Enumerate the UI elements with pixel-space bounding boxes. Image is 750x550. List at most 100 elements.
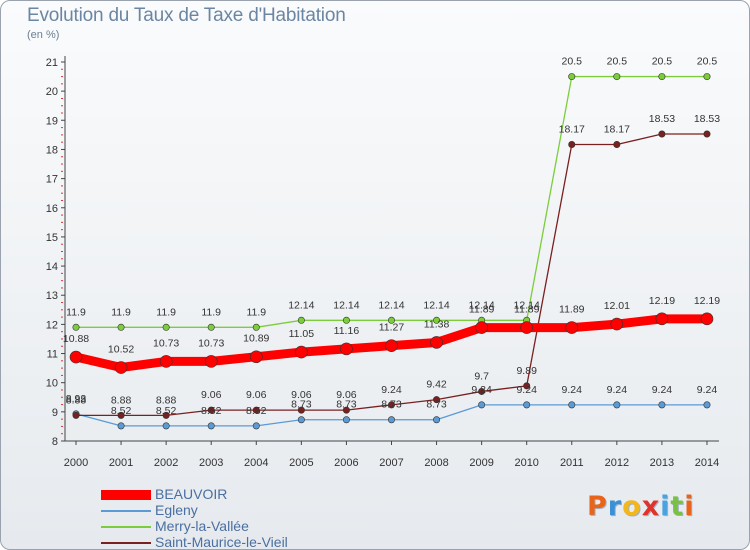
data-point [252, 422, 260, 430]
series-line-3 [75, 133, 708, 416]
data-label: 11.89 [469, 304, 495, 316]
data-label: 20.5 [562, 56, 583, 68]
x-tick-label: 2012 [605, 457, 629, 469]
data-point [523, 382, 531, 390]
data-label: 8.52 [201, 405, 222, 417]
data-point [478, 387, 486, 395]
y-tick-label: 17 [46, 174, 58, 186]
data-point [568, 141, 576, 149]
data-point [342, 406, 350, 414]
data-label: 11.38 [424, 318, 450, 330]
data-label: 11.89 [514, 304, 540, 316]
data-label: 8.73 [426, 399, 447, 411]
data-point [565, 321, 579, 334]
legend-label: Egleny [155, 502, 198, 518]
data-point [613, 401, 621, 409]
data-label: 18.53 [649, 113, 675, 125]
y-tick-label: 12 [46, 319, 58, 331]
y-tick-label: 10 [46, 378, 58, 390]
data-point [387, 416, 395, 424]
data-label: 11.9 [201, 306, 221, 318]
data-point [613, 73, 621, 81]
y-tick-label: 8 [52, 436, 58, 448]
y-tick-label: 14 [46, 261, 58, 273]
chart-title: Evolution du Taux de Taxe d'Habitation [27, 5, 346, 26]
logo-letter: r [607, 491, 623, 522]
y-tick-label: 20 [46, 86, 58, 98]
y-tick-label: 11 [47, 349, 58, 361]
data-label: 9.24 [697, 384, 718, 396]
y-tick-label: 16 [46, 203, 58, 215]
data-point [117, 323, 125, 331]
data-point [610, 317, 624, 331]
data-point [703, 73, 711, 81]
y-tick-label: 15 [46, 232, 58, 244]
data-label: 12.14 [514, 299, 540, 311]
data-point [703, 401, 711, 409]
data-point [342, 416, 350, 424]
data-label: 10.88 [63, 333, 89, 345]
data-point [69, 350, 83, 364]
data-point [340, 342, 353, 356]
data-label: 18.53 [694, 113, 720, 125]
data-label: 8.88 [111, 394, 132, 406]
x-tick-label: 2014 [695, 457, 719, 469]
data-point [387, 316, 395, 324]
proxiti-logo: Proxiti [587, 491, 695, 522]
data-label: 9.06 [291, 389, 312, 401]
data-label: 10.52 [108, 344, 134, 356]
data-label: 12.14 [288, 299, 314, 311]
data-point [430, 336, 443, 349]
data-label: 12.14 [468, 299, 494, 311]
data-label: 10.73 [153, 337, 179, 349]
data-label: 11.9 [246, 306, 266, 318]
data-label: 9.24 [607, 384, 628, 396]
data-label: 11.9 [111, 306, 131, 318]
x-tick-label: 2002 [154, 457, 178, 469]
data-label: 12.14 [378, 299, 404, 311]
data-label: 8.73 [336, 399, 357, 411]
x-tick-label: 2013 [650, 457, 674, 469]
y-tick-label: 18 [46, 144, 58, 156]
data-label: 12.14 [423, 299, 449, 311]
x-tick-label: 2006 [334, 457, 358, 469]
data-label: 11.27 [379, 322, 405, 334]
data-label: 9.7 [474, 370, 489, 382]
data-point [117, 411, 125, 419]
x-tick-label: 2005 [289, 457, 313, 469]
data-label: 9.89 [516, 365, 537, 377]
data-label: 9.06 [336, 389, 357, 401]
data-label: 9.06 [201, 389, 222, 401]
data-label: 20.5 [697, 56, 718, 68]
legend-label: Saint-Maurice-le-Vieil [155, 534, 288, 550]
data-point [297, 316, 305, 324]
logo-letter: P [587, 491, 608, 522]
logo-letter: o [622, 491, 642, 522]
data-point [658, 130, 666, 138]
logo-letter: x [641, 491, 661, 522]
legend-label: Merry-la-Vallée [155, 518, 249, 534]
data-point [475, 321, 488, 334]
data-label: 12.19 [649, 295, 675, 307]
data-point [295, 345, 308, 359]
data-point [297, 416, 305, 424]
data-point [568, 401, 576, 409]
x-tick-label: 2003 [199, 457, 223, 469]
series-line-2 [75, 75, 708, 328]
data-label: 9.06 [246, 389, 267, 401]
data-point [433, 416, 441, 424]
data-label: 9.24 [516, 384, 537, 396]
x-tick-label: 2001 [109, 457, 133, 469]
data-point [658, 73, 666, 81]
y-tick-label: 21 [46, 57, 58, 69]
data-point [703, 130, 711, 138]
data-point [613, 141, 621, 149]
x-tick-label: 2010 [514, 457, 538, 469]
data-point [520, 321, 534, 334]
data-point [114, 361, 128, 374]
data-label: 12.14 [333, 299, 359, 311]
x-tick-label: 2009 [469, 457, 493, 469]
legend-label: BEAUVOIR [155, 486, 228, 502]
